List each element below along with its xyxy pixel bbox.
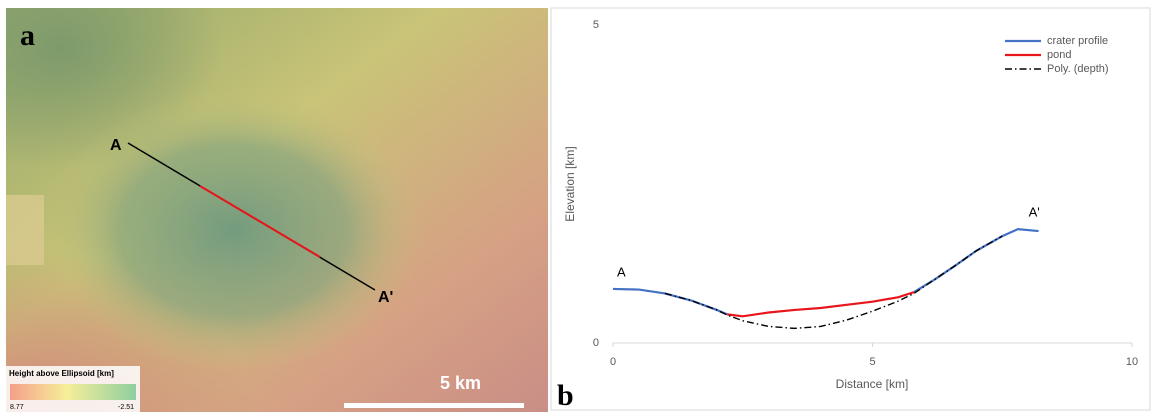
figure: a A A' 5 km Height above Ellipsoid [km] … (0, 0, 1154, 412)
legend-min: -2.51 (118, 404, 134, 411)
page: a A A' 5 km Height above Ellipsoid [km] … (0, 0, 1154, 412)
panel-label: b (557, 379, 574, 412)
y-tick-label: 0 (593, 337, 599, 349)
legend-colorbar (10, 384, 136, 400)
crater-shade (6, 8, 548, 412)
legend-label: crater profile (1047, 35, 1108, 47)
scale-label: 5 km (440, 373, 481, 393)
legend-label: Poly. (depth) (1047, 63, 1109, 75)
legend-title: Height above Ellipsoid [km] (9, 369, 114, 378)
x-tick-label: 5 (869, 356, 875, 368)
panel-label: a (20, 19, 35, 52)
map-panel: a A A' 5 km Height above Ellipsoid [km] … (6, 8, 548, 412)
x-tick-label: 10 (1126, 356, 1138, 368)
y-tick-label: 5 (593, 19, 599, 31)
y-axis-title: Elevation [km] (563, 146, 577, 221)
annotation: A' (1029, 205, 1040, 220)
scale-bar (344, 403, 524, 408)
legend-label: pond (1047, 49, 1071, 61)
x-tick-label: 0 (610, 356, 616, 368)
point-label: A (110, 137, 122, 154)
legend-max: 8.77 (10, 404, 24, 411)
annotation: A (617, 264, 626, 279)
x-axis-title: Distance [km] (836, 377, 909, 391)
map-patch (6, 195, 44, 265)
point-label: A' (378, 289, 393, 306)
